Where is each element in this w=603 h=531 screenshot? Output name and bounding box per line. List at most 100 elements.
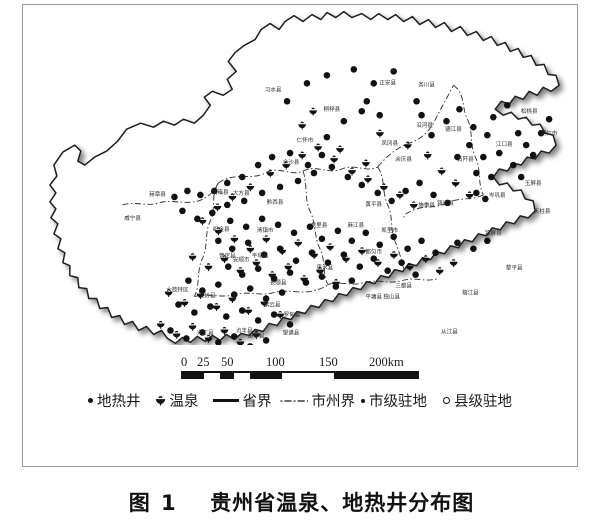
hot-spring-marker [357,247,366,256]
place-label: 紫云县 [264,302,281,309]
well-marker [254,265,262,272]
place-label: 贞丰县 [236,326,253,334]
hot-spring-marker [423,151,432,160]
well-marker [412,271,419,278]
well-marker [230,333,238,340]
legend-label-city-seat: 市级驻地 [369,394,427,410]
well-marker [211,187,218,195]
well-marker [268,153,276,161]
place-label: 锦屏县 [485,229,502,237]
hot-spring-marker [212,302,221,311]
hot-spring-marker [389,251,398,260]
place-label: 余庆县 [395,155,412,163]
place-label: 平塘县 [365,293,382,301]
well-marker [254,161,262,169]
hot-spring-marker [294,239,303,248]
well-marker [370,80,378,87]
scale-segment-white-3 [282,373,334,379]
legend-item-province-boundary: 省界 [212,390,272,411]
place-label: 仁怀市 [297,136,314,144]
hot-spring-marker [375,129,384,138]
well-marker [222,313,230,320]
hot-spring-icon [155,396,165,406]
place-label: 麻江县 [347,221,364,229]
hot-spring-marker [451,179,460,188]
well-marker [413,97,420,105]
well-marker [344,173,352,181]
place-label: 岑巩县 [489,191,506,199]
hot-spring-marker [252,330,261,339]
filled-circle-icon [88,398,93,403]
well-marker [215,281,222,288]
hot-spring-marker [230,235,239,244]
well-marker [318,151,326,159]
well-marker [517,173,525,181]
hot-spring-marker [246,183,255,192]
hot-spring-marker [379,183,388,192]
well-marker [328,163,336,171]
well-marker [318,235,326,243]
hot-spring-marker [196,291,205,299]
place-label: 三都县 [395,283,412,290]
place-label: 从江县 [441,328,458,335]
legend-item-hot-spring: 温泉 [155,390,199,411]
scale-tick-100: 100 [266,355,285,369]
hot-spring-marker [236,267,245,276]
place-label: 独山县 [383,293,400,301]
hot-spring-marker [284,263,293,272]
hot-spring-marker [204,334,213,343]
hot-spring-marker [266,169,275,178]
well-marker [258,215,266,223]
legend-label-prefecture-boundary: 市州界 [311,394,356,410]
well-marker [244,239,252,247]
place-label: 天柱县 [534,207,551,215]
well-marker [454,239,461,247]
well-marker [175,301,182,308]
hot-spring-marker [213,203,222,212]
place-label: 关岭县 [199,292,216,300]
hot-spring-marker [361,159,370,168]
hot-spring-marker [465,191,474,200]
place-label: 施秉县 [418,201,435,209]
well-marker [185,277,192,284]
hot-spring-marker [342,255,350,264]
place-label: 正安县 [379,78,396,86]
well-marker [488,173,495,181]
hot-spring-marker [188,253,197,262]
well-marker [495,149,503,157]
place-label: 玉屏县 [525,180,542,187]
figure-number: 图 1 [128,491,178,515]
well-marker [324,259,332,266]
small-filled-circle-icon [361,398,365,403]
place-label: 赫章县 [149,190,166,198]
well-marker [183,335,190,342]
well-marker [484,237,491,245]
well-marker [262,337,270,344]
well-marker [430,191,437,199]
place-label: 平坝县 [252,252,269,260]
place-label: 习水县 [265,85,282,93]
well-marker [199,329,206,336]
place-label: 安顺市 [233,256,250,264]
well-marker [384,267,391,274]
hot-spring-marker [409,201,418,210]
well-marker [224,263,232,270]
well-marker [432,249,439,257]
hot-spring-marker [363,175,372,184]
well-marker [283,97,291,105]
hot-spring-marker [260,298,269,307]
hot-spring-marker [188,322,197,331]
well-marker [480,153,487,161]
hot-spring-marker [228,295,237,303]
well-marker [545,115,553,123]
well-marker [473,169,480,177]
hot-spring-marker [421,255,430,264]
solid-line-icon [212,398,239,403]
place-label: 望谟县 [283,328,300,336]
well-marker [238,173,246,181]
well-marker [348,237,356,245]
figure-frame: 习水县 正安县 务川县 桐梓县 沿河县 松桃县 铜仁市 德江县 仁怀市 江口县 凤冈县 金沙县 余庆县 石… [22,4,578,467]
well-marker [376,241,384,249]
well-marker [390,233,397,241]
